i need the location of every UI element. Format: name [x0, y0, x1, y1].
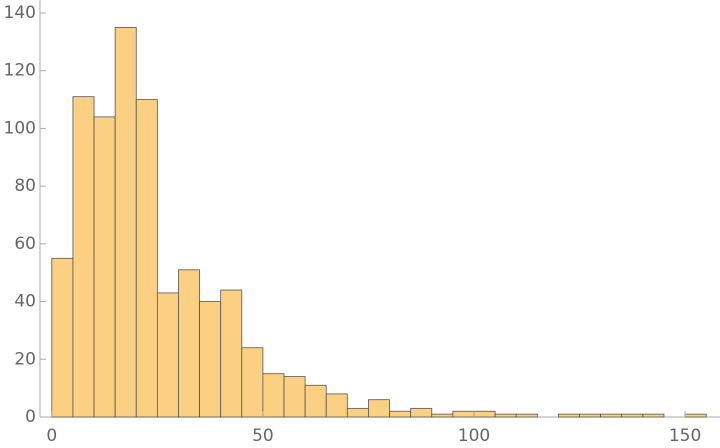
- bar: [178, 269, 200, 418]
- x-tick-label: 150: [669, 426, 701, 446]
- bar: [199, 301, 222, 418]
- x-tick-label: 100: [458, 426, 490, 446]
- bar: [494, 413, 517, 418]
- y-tick-label: 80: [14, 176, 36, 196]
- bar: [283, 376, 306, 418]
- bar: [93, 116, 116, 418]
- bar: [51, 257, 74, 418]
- bar: [473, 410, 496, 418]
- bar: [262, 373, 285, 418]
- y-tick-label: 0: [25, 407, 36, 427]
- bar: [621, 413, 644, 418]
- y-tick-label: 100: [4, 118, 36, 138]
- bar: [156, 292, 179, 418]
- x-tick-label: 0: [46, 426, 57, 446]
- bar: [220, 289, 243, 418]
- bar: [72, 96, 95, 418]
- bar: [135, 99, 158, 418]
- bar: [346, 407, 369, 418]
- y-tick-label: 120: [4, 61, 36, 81]
- bar: [389, 410, 412, 418]
- bar: [515, 413, 538, 418]
- bar: [642, 413, 665, 418]
- y-tick-label: 140: [4, 3, 36, 23]
- y-tick-label: 60: [14, 234, 36, 254]
- bar: [431, 413, 454, 418]
- bar: [410, 407, 433, 418]
- bar: [241, 347, 264, 418]
- bar: [114, 27, 137, 418]
- bar: [304, 384, 327, 418]
- bar: [325, 393, 348, 418]
- bar: [579, 413, 602, 418]
- bar: [684, 413, 707, 418]
- bar: [452, 410, 475, 418]
- y-tick-label: 40: [14, 292, 36, 312]
- bar: [558, 413, 580, 418]
- bar: [368, 399, 390, 418]
- x-tick-label: 50: [252, 426, 274, 446]
- bar: [600, 413, 623, 418]
- y-tick-label: 20: [14, 349, 36, 369]
